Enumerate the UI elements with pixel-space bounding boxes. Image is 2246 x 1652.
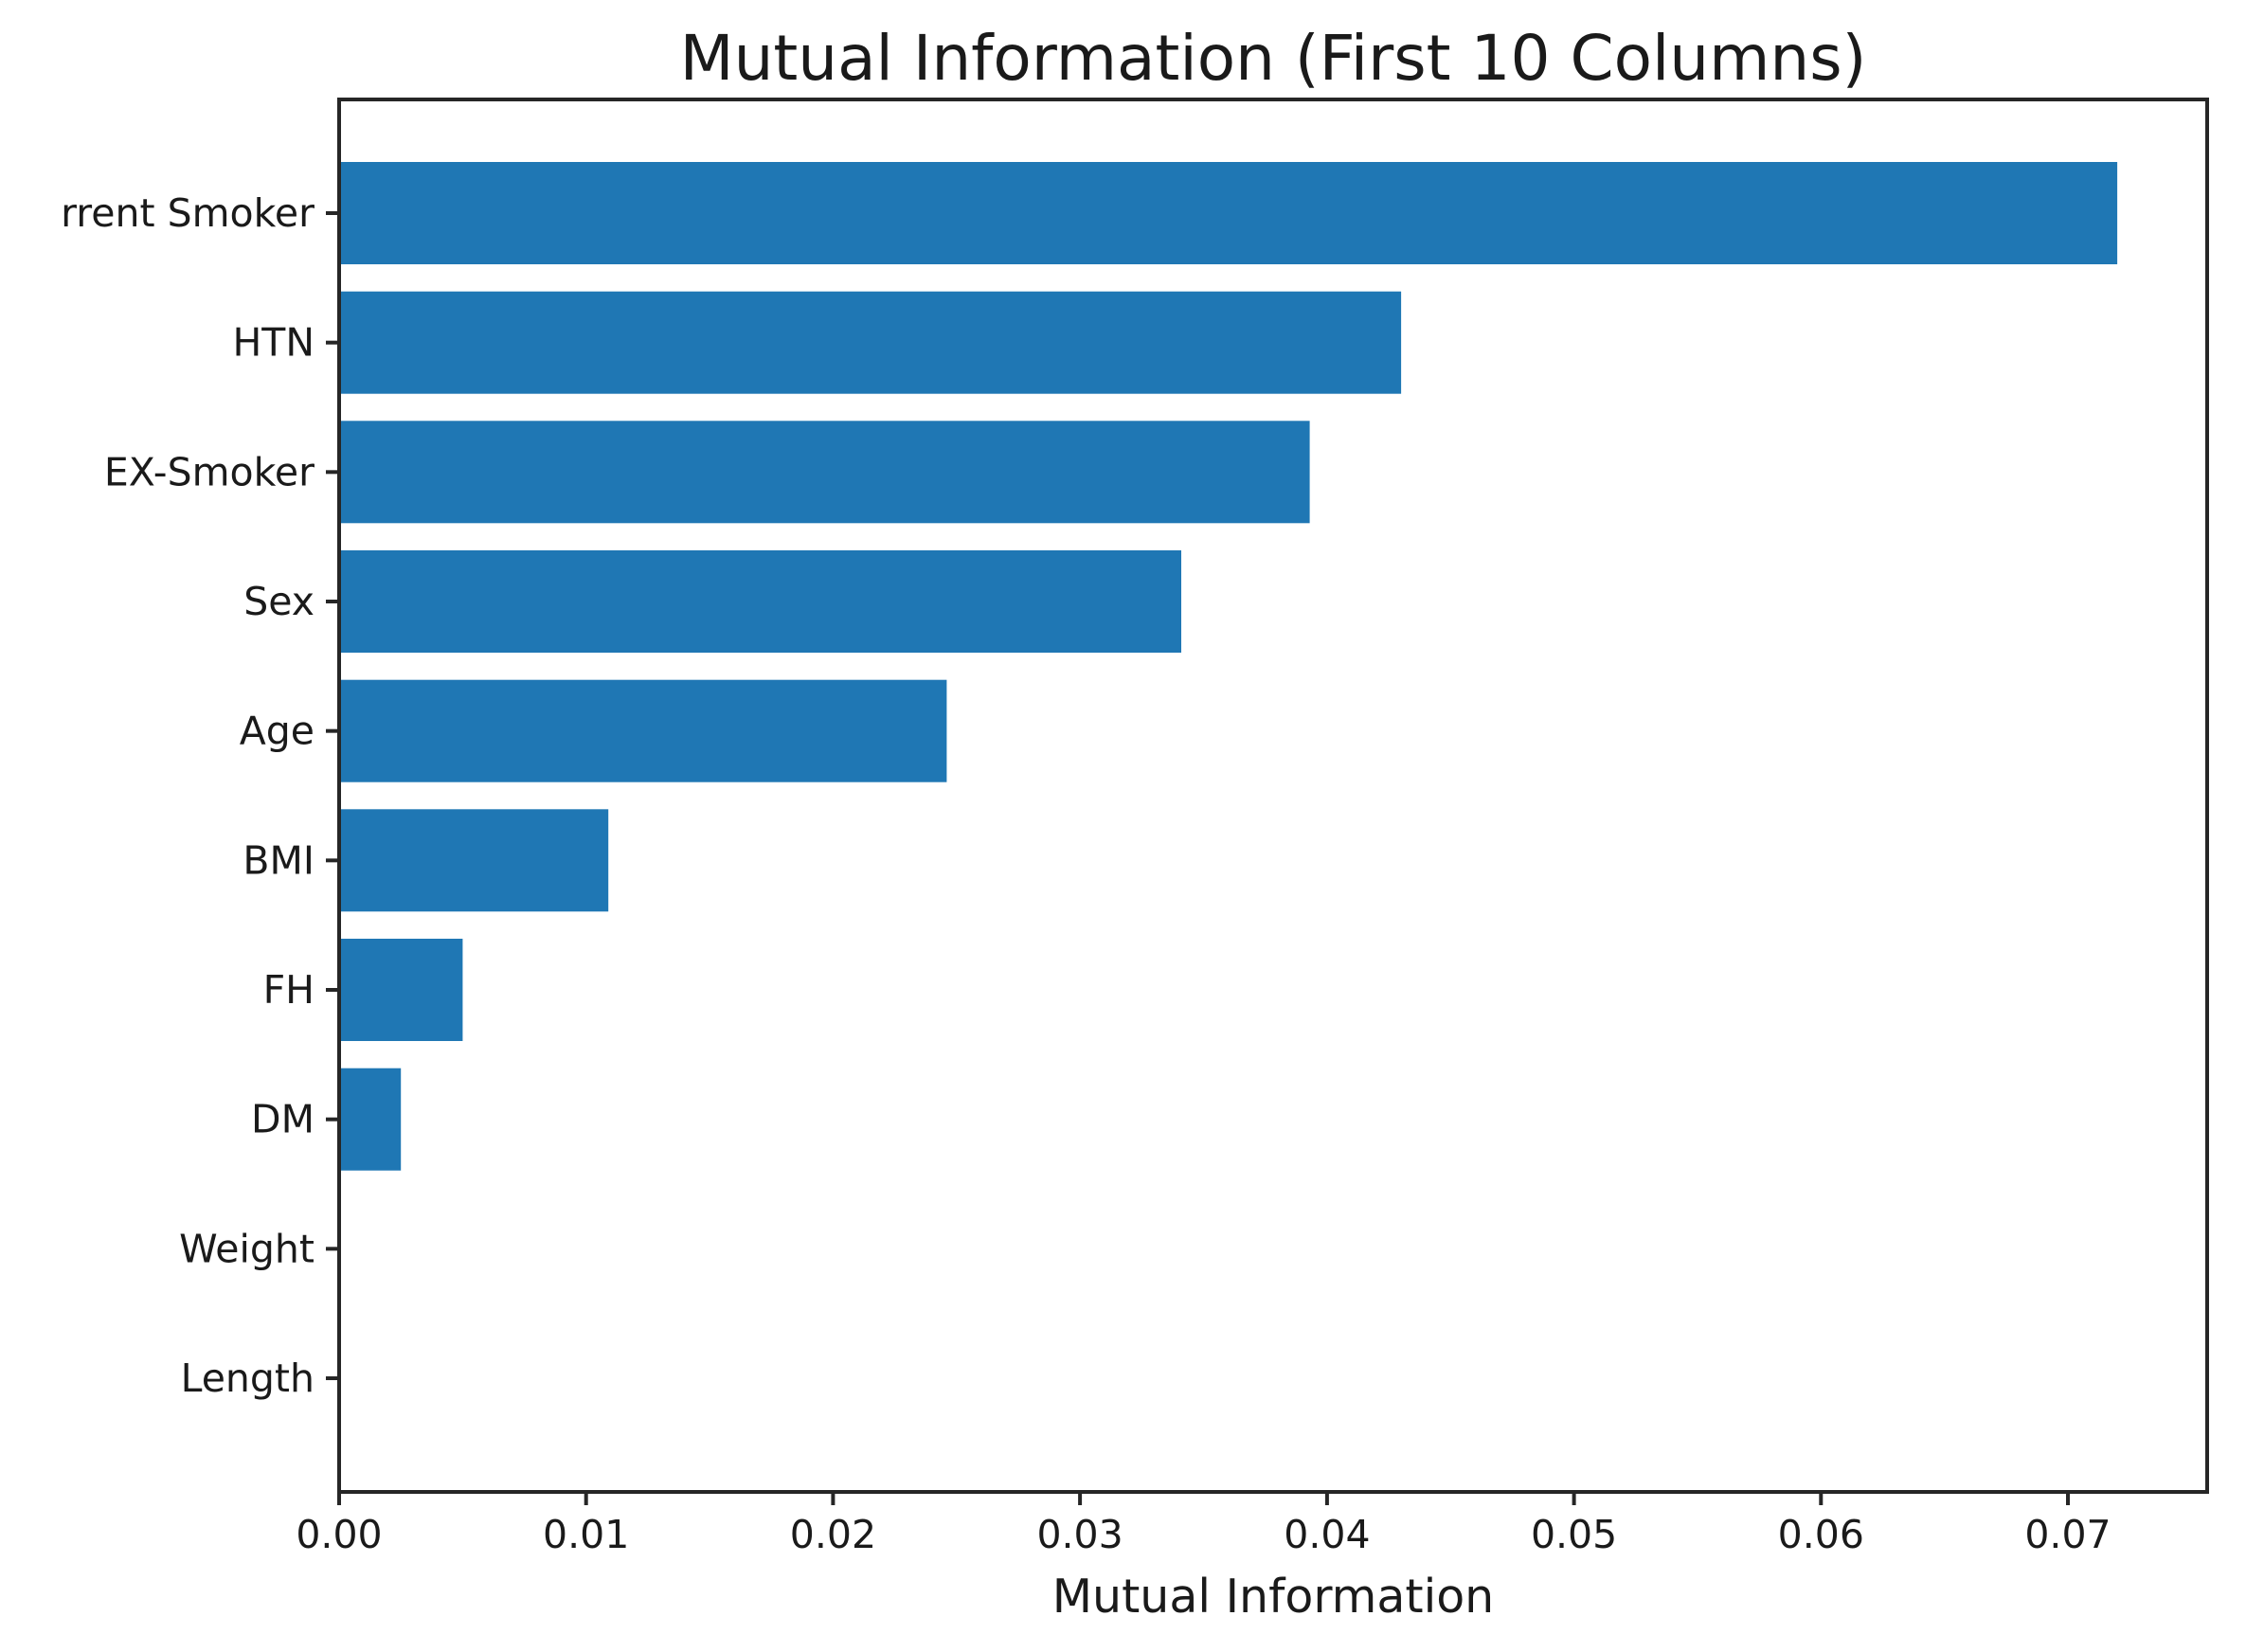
y-tick-label-dm: DM (251, 1097, 314, 1142)
bar-htn (339, 291, 1402, 394)
y-tick-label-sex: Sex (243, 579, 314, 624)
bar-bmi (339, 809, 609, 912)
x-tick-label-0.03: 0.03 (1036, 1512, 1123, 1557)
x-tick-label-0.06: 0.06 (1778, 1512, 1864, 1557)
x-tick-label-0.01: 0.01 (543, 1512, 629, 1557)
x-tick-label-0.04: 0.04 (1284, 1512, 1370, 1557)
y-tick-label-htn: HTN (232, 320, 314, 366)
y-tick-label-length: Length (181, 1356, 314, 1401)
x-tick-label-0.07: 0.07 (2024, 1512, 2111, 1557)
x-axis-label: Mutual Information (1052, 1570, 1494, 1624)
bar-sex (339, 550, 1181, 653)
bar-rrent-smoker (339, 162, 2118, 264)
y-tick-label-fh: FH (263, 967, 314, 1013)
x-tick-label-0.05: 0.05 (1531, 1512, 1617, 1557)
y-tick-label-rrent-smoker: rrent Smoker (61, 190, 314, 236)
bar-ex-smoker (339, 421, 1310, 524)
bar-dm (339, 1068, 402, 1171)
y-tick-label-bmi: BMI (243, 837, 314, 883)
y-tick-label-age: Age (240, 709, 314, 754)
x-tick-label-0.00: 0.00 (296, 1512, 382, 1557)
y-tick-label-weight: Weight (179, 1226, 314, 1271)
bar-age (339, 679, 947, 782)
x-tick-label-0.02: 0.02 (790, 1512, 876, 1557)
plot-area-border (337, 98, 2209, 1494)
y-tick-label-ex-smoker: EX-Smoker (104, 449, 314, 494)
chart-title: Mutual Information (First 10 Columns) (680, 22, 1867, 95)
bar-fh (339, 939, 463, 1041)
